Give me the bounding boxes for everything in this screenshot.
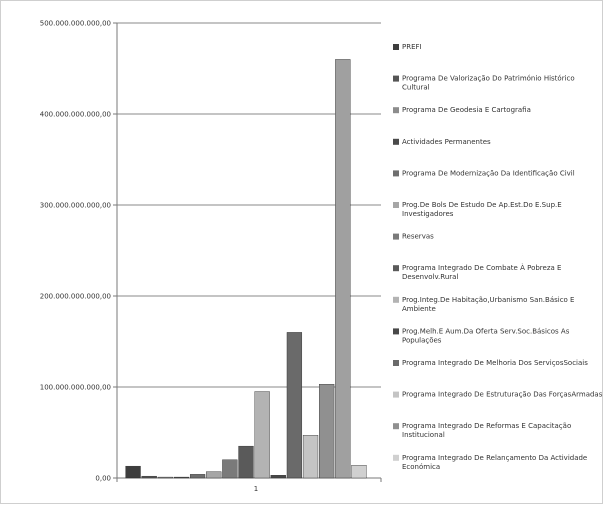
bar (335, 59, 351, 479)
legend-entry: Prog.Melh.E Aum.Da Oferta Serv.Soc.Básic… (402, 327, 570, 344)
x-category-labels: 1 (254, 485, 258, 493)
legend-swatch (393, 296, 399, 303)
y-tick-label: 100.000.000.000,00 (40, 384, 111, 392)
legend-swatch (393, 75, 399, 82)
legend-swatch (393, 44, 399, 50)
y-tick-label: 500.000.000.000,00 (40, 20, 111, 28)
legend-swatch (393, 233, 399, 240)
legend-entry: PREFI (402, 43, 422, 51)
legend-entry: Reservas (402, 233, 434, 241)
legend-swatch (393, 107, 399, 114)
legend-swatch (393, 423, 399, 430)
bar (157, 476, 173, 479)
x-tick-label: 1 (254, 485, 258, 493)
legend-swatch (393, 202, 399, 208)
y-tick-label: 200.000.000.000,00 (40, 293, 111, 301)
bar (238, 445, 254, 479)
legend: PREFI Programa De Valorização Do Patrimón… (393, 43, 603, 471)
legend-entry: Actividades Permanentes (402, 138, 491, 146)
bar (189, 474, 206, 479)
bar (173, 476, 190, 479)
legend-swatch (393, 138, 399, 145)
y-tick-labels: 0,00 100.000.000.000,00 200.000.000.000,00… (40, 20, 111, 483)
legend-entry: Prog.De Bols De Estudo De Ap.Est.Do E.Su… (402, 201, 562, 218)
legend-entry: Programa Integrado De Relançamento Da Ac… (402, 454, 587, 471)
legend-entry: Prog.Integ.De Habitação,Urbanismo San.Bá… (402, 296, 574, 313)
legend-swatch (393, 360, 399, 366)
legend-entry: Programa De Modernização Da Identificaçã… (402, 169, 575, 177)
bar (351, 465, 367, 479)
legend-entry: Programa Integrado De Estruturação Das F… (402, 391, 603, 399)
bar (222, 459, 238, 479)
bar (270, 475, 286, 479)
bar (319, 384, 335, 479)
legend-entry: Programa Integrado De Combate À Pobreza … (402, 263, 561, 281)
bar (302, 435, 319, 479)
legend-entry: Programa De Valorização Do Património Hi… (402, 75, 575, 92)
bar (254, 391, 270, 479)
bar (286, 332, 303, 479)
legend-swatch (393, 328, 399, 335)
legend-swatch (393, 454, 399, 461)
legend-entry: Programa Integrado De Reformas E Capacit… (402, 422, 571, 439)
legend-swatch (393, 265, 399, 272)
legend-swatch (393, 391, 399, 398)
y-tick-label: 300.000.000.000,00 (40, 202, 111, 210)
legend-entry: Programa Integrado De Melhoria Dos Servi… (402, 359, 588, 367)
legend-swatch (393, 170, 399, 177)
y-tick-label: 400.000.000.000,00 (40, 111, 111, 119)
bar (206, 471, 222, 479)
bars (125, 59, 367, 479)
legend-entry: Programa De Geodesia E Cartografia (402, 106, 531, 114)
bar (141, 475, 157, 479)
y-tick-label: 0,00 (95, 475, 111, 483)
bar (125, 465, 141, 479)
